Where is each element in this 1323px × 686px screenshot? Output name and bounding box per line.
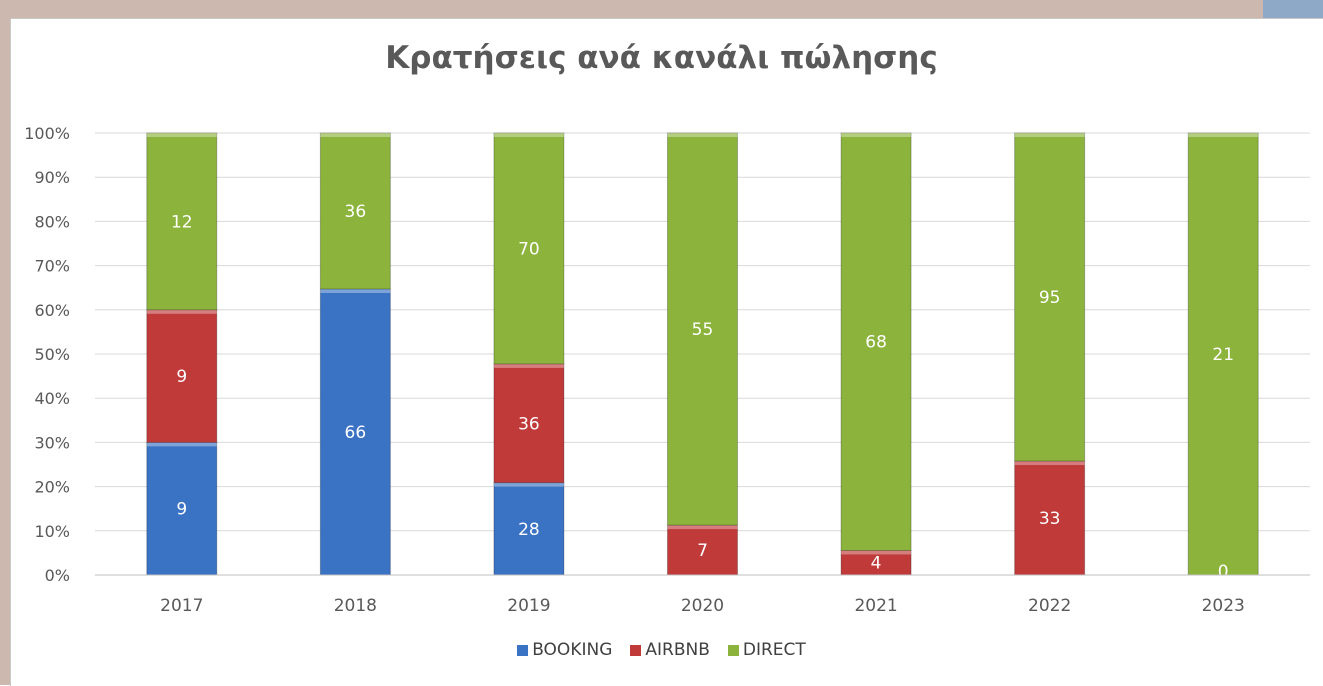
- legend-label-direct: DIRECT: [742, 640, 806, 660]
- bar-highlight: [1014, 461, 1085, 466]
- bar-highlight: [667, 525, 738, 530]
- y-tick-label: 30%: [34, 433, 70, 452]
- x-tick-label: 2022: [1028, 596, 1071, 616]
- x-tick-label: 2019: [507, 596, 550, 616]
- data-label: 12: [171, 212, 193, 232]
- legend-swatch-booking: [517, 644, 529, 656]
- y-tick-label: 70%: [34, 257, 70, 276]
- bar-highlight: [1188, 133, 1259, 137]
- data-label: 33: [1039, 509, 1061, 529]
- legend-label-booking: BOOKING: [532, 640, 613, 660]
- y-tick-label: 10%: [34, 522, 70, 541]
- x-tick-label: 2023: [1202, 596, 1245, 616]
- bar-direct: [146, 132, 218, 311]
- bar-direct: [667, 132, 738, 526]
- bar-highlight: [146, 309, 217, 314]
- x-tick-label: 2020: [681, 596, 724, 616]
- legend-item-airbnb: AIRBNB: [630, 640, 710, 660]
- y-tick-label: 0%: [45, 566, 70, 585]
- data-label: 70: [518, 239, 540, 259]
- bar-booking: [319, 288, 391, 576]
- bar-highlight: [320, 133, 391, 137]
- data-label: 9: [176, 367, 187, 387]
- y-tick-label: 40%: [34, 389, 70, 408]
- bar-direct: [1014, 132, 1086, 462]
- data-label: 21: [1212, 345, 1234, 365]
- bar-airbnb: [146, 309, 218, 443]
- bar-highlight: [841, 133, 912, 137]
- bar-highlight: [493, 133, 564, 137]
- bar-airbnb: [1014, 460, 1086, 576]
- bar-highlight: [320, 289, 391, 293]
- y-tick-label: 100%: [24, 124, 70, 143]
- data-label: 28: [518, 520, 540, 540]
- legend-item-booking: BOOKING: [517, 640, 612, 660]
- bar-highlight: [493, 482, 564, 487]
- data-label: 66: [345, 423, 367, 443]
- data-label: 36: [345, 202, 367, 222]
- y-tick-label: 60%: [34, 301, 70, 320]
- bar-highlight: [841, 550, 912, 555]
- legend-swatch-airbnb: [630, 644, 642, 656]
- sheet-left-band: [0, 0, 10, 685]
- data-label: 68: [865, 333, 887, 353]
- data-label: 7: [697, 541, 708, 561]
- data-label: 36: [518, 414, 540, 434]
- chart-title: Κρατήσεις ανά κανάλι πώλησης: [385, 40, 938, 76]
- x-tick-label: 2021: [854, 596, 897, 616]
- data-label: 95: [1039, 288, 1061, 308]
- bar-highlight: [146, 133, 217, 137]
- bar-highlight: [1014, 133, 1085, 137]
- data-label: 55: [692, 320, 714, 340]
- chart-legend: BOOKING AIRBNB DIRECT: [0, 640, 1323, 660]
- bar-direct: [493, 132, 565, 365]
- bar-airbnb: [840, 549, 912, 576]
- bar-highlight: [667, 133, 738, 137]
- corner-decoration: [1263, 0, 1323, 18]
- bar-direct: [319, 132, 391, 290]
- bar-highlight: [146, 442, 217, 447]
- y-tick-label: 20%: [34, 478, 70, 497]
- x-tick-label: 2017: [160, 596, 203, 616]
- y-tick-label: 50%: [34, 345, 70, 364]
- bar-direct: [1187, 132, 1259, 576]
- data-label: 9: [176, 500, 187, 520]
- legend-item-direct: DIRECT: [727, 640, 806, 660]
- data-label: 4: [871, 554, 882, 574]
- bar-booking: [146, 441, 218, 576]
- bar-direct: [840, 132, 912, 551]
- legend-swatch-direct: [727, 644, 739, 656]
- bar-airbnb: [493, 363, 565, 484]
- data-label-zero: 0: [1218, 562, 1229, 582]
- y-tick-label: 90%: [34, 168, 70, 187]
- y-tick-label: 80%: [34, 212, 70, 231]
- x-tick-label: 2018: [334, 596, 377, 616]
- sheet-header-band: [0, 0, 1323, 18]
- bar-highlight: [493, 363, 564, 368]
- legend-label-airbnb: AIRBNB: [645, 640, 710, 660]
